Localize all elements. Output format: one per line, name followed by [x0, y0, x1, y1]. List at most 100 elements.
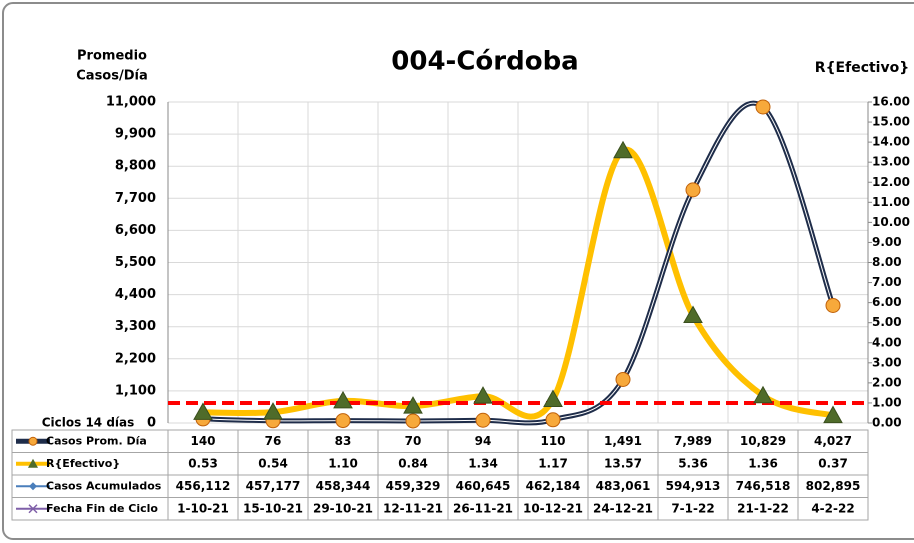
table-value: 94	[475, 434, 492, 448]
chart-title: 004-Córdoba	[391, 47, 578, 77]
y2-tick-label: 14.00	[872, 135, 910, 149]
y2-tick-label: 13.00	[872, 155, 910, 169]
legend-label: Casos Prom. Día	[46, 434, 147, 447]
table-value: 1.10	[328, 456, 358, 470]
point-marker	[685, 182, 701, 198]
y2-axis-title: R{Efectivo}	[815, 60, 909, 76]
table-value: 460,645	[456, 479, 511, 493]
y-tick-label: 0	[147, 416, 156, 431]
table-value: 459,329	[386, 479, 441, 493]
y2-tick-label: 8.00	[872, 255, 902, 269]
y-axis-title: Casos/Día	[76, 69, 148, 84]
x-tick-label: 7-1-22	[671, 501, 714, 515]
x-axis-title: Ciclos 14 días	[42, 416, 135, 430]
point-marker	[613, 140, 633, 159]
point-marker	[333, 390, 353, 409]
table-value: 1.36	[748, 456, 778, 470]
point-marker	[825, 297, 841, 313]
y-tick-label: 5,500	[115, 255, 156, 270]
table-value: 83	[335, 434, 352, 448]
point-marker	[755, 99, 771, 115]
table-value: 746,518	[736, 479, 791, 493]
y2-tick-label: 1.00	[872, 395, 902, 409]
point-marker	[753, 385, 773, 404]
legend-marker	[28, 458, 38, 468]
table-value: 13.57	[604, 456, 642, 470]
legend-marker	[28, 436, 38, 446]
legend-marker	[28, 504, 38, 514]
table-value: 110	[540, 434, 565, 448]
table-value: 483,061	[596, 479, 651, 493]
table-value: 1,491	[604, 434, 642, 448]
table-value: 462,184	[526, 479, 581, 493]
point-marker	[335, 413, 351, 429]
y2-tick-label: 7.00	[872, 275, 902, 289]
y2-tick-label: 11.00	[872, 195, 910, 209]
point-marker	[403, 396, 423, 414]
x-tick-label: 12-11-21	[383, 501, 443, 515]
y-axis-title: Promedio	[77, 49, 147, 64]
table-value: 0.53	[188, 456, 218, 470]
point-marker	[475, 412, 491, 428]
legend-label: R{Efectivo}	[46, 457, 120, 470]
point-marker	[683, 305, 703, 323]
table-value: 5.36	[678, 456, 708, 470]
point-marker	[823, 405, 843, 424]
table-value: 76	[265, 434, 282, 448]
x-tick-label: 1-10-21	[177, 501, 229, 515]
table-value: 0.54	[258, 456, 288, 470]
point-marker	[405, 413, 421, 429]
table-value: 457,177	[246, 479, 301, 493]
table-value: 0.84	[398, 456, 428, 470]
table-value: 802,895	[806, 479, 861, 493]
table-value: 140	[190, 434, 215, 448]
y2-tick-label: 5.00	[872, 315, 902, 329]
point-marker	[615, 371, 631, 387]
y2-tick-label: 16.00	[872, 95, 910, 109]
table-value: 1.34	[468, 456, 498, 470]
point-marker	[193, 402, 213, 420]
y-tick-label: 1,100	[115, 383, 156, 398]
table-value: 10,829	[740, 434, 786, 448]
table-value: 594,913	[666, 479, 721, 493]
y2-tick-label: 0.00	[872, 416, 902, 430]
table-value: 70	[405, 434, 422, 448]
point-marker	[543, 389, 563, 408]
y-tick-label: 2,200	[115, 351, 156, 366]
table-value: 456,112	[176, 479, 231, 493]
x-tick-label: 24-12-21	[593, 501, 653, 515]
point-marker	[473, 386, 493, 404]
x-tick-label: 26-11-21	[453, 501, 513, 515]
table-value: 0.37	[818, 456, 848, 470]
y-tick-label: 4,400	[115, 287, 156, 302]
y2-tick-label: 12.00	[872, 175, 910, 189]
y-tick-label: 11,000	[106, 95, 156, 110]
y2-tick-label: 4.00	[872, 335, 902, 349]
x-tick-label: 15-10-21	[243, 501, 303, 515]
y2-tick-label: 3.00	[872, 355, 902, 369]
x-tick-label: 4-2-22	[811, 501, 854, 515]
x-tick-label: 10-12-21	[523, 501, 583, 515]
y2-tick-label: 10.00	[872, 215, 910, 229]
table-value: 1.17	[538, 456, 568, 470]
y2-tick-label: 15.00	[872, 115, 910, 129]
y-tick-label: 3,300	[115, 319, 156, 334]
series-line-inner	[202, 102, 834, 424]
table-value: 7,989	[674, 434, 712, 448]
legend-marker	[29, 482, 37, 491]
y-tick-label: 6,600	[115, 223, 156, 238]
y-tick-label: 9,900	[115, 127, 156, 142]
y-tick-label: 7,700	[115, 191, 156, 206]
x-tick-label: 21-1-22	[737, 501, 789, 515]
table-value: 4,027	[814, 434, 852, 448]
legend-label: Fecha Fin de Ciclo	[46, 502, 158, 515]
point-marker	[263, 402, 283, 420]
legend-label: Casos Acumulados	[46, 479, 162, 492]
y2-tick-label: 2.00	[872, 375, 902, 389]
y-tick-label: 8,800	[115, 159, 156, 174]
x-tick-label: 29-10-21	[313, 501, 373, 515]
y2-tick-label: 9.00	[872, 235, 902, 249]
y2-tick-label: 6.00	[872, 295, 902, 309]
